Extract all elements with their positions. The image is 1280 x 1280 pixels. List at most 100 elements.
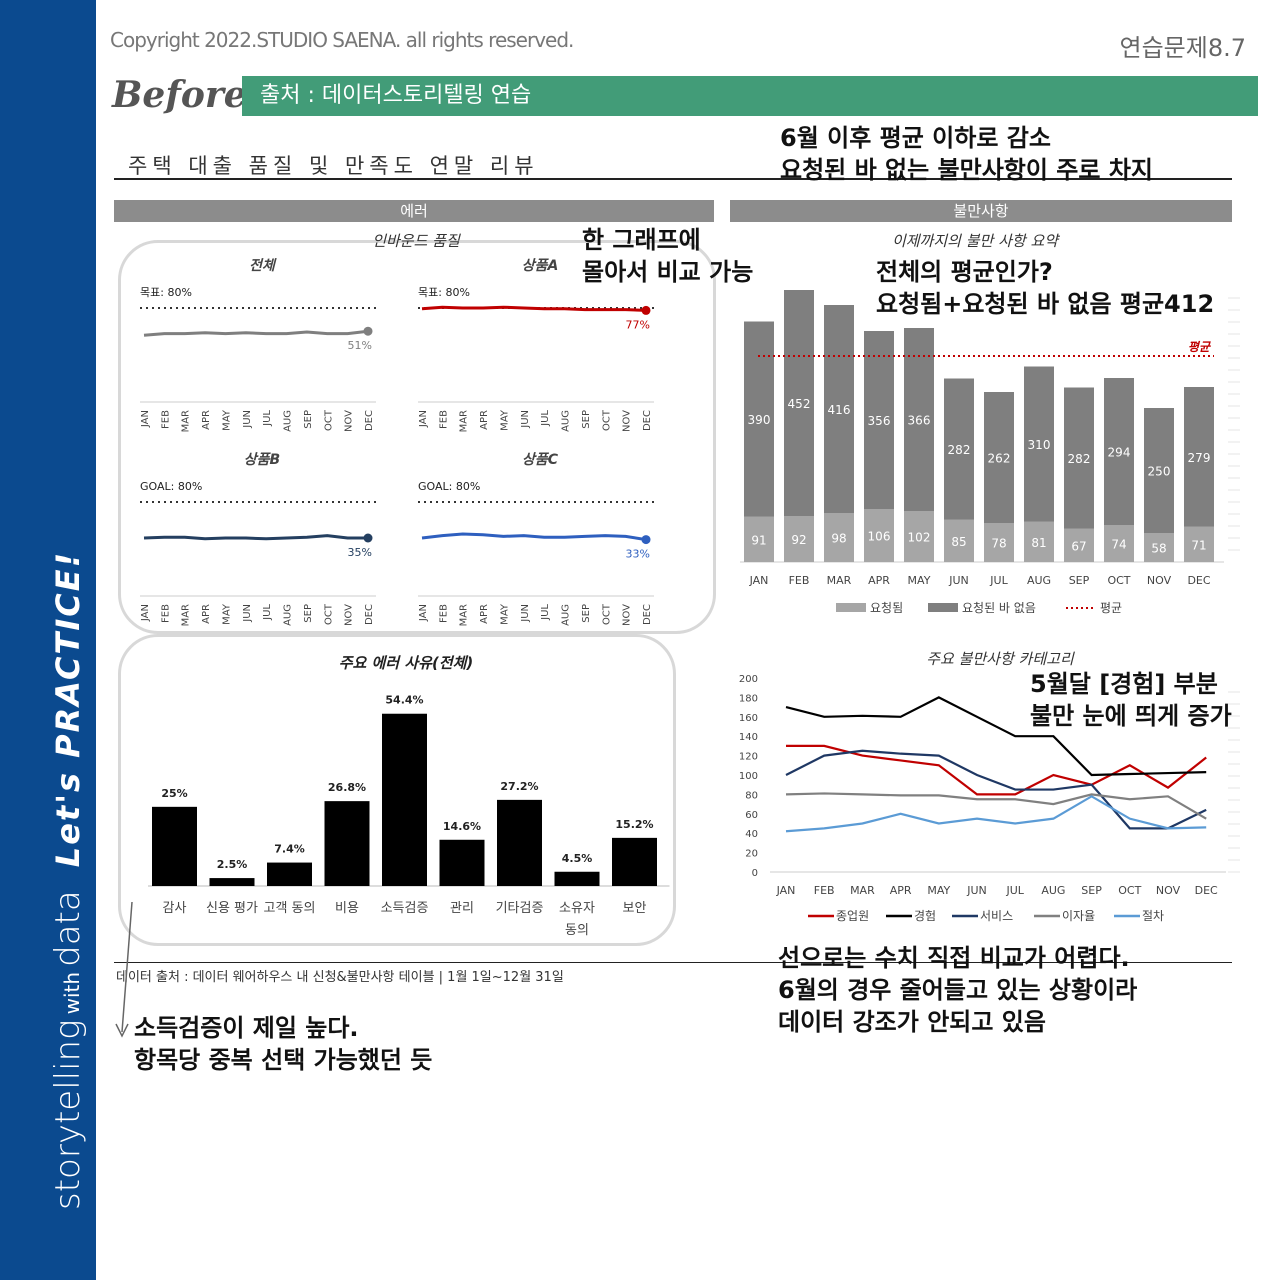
y-tick-label: 0 (752, 868, 758, 879)
x-tick-label: AUG (283, 604, 294, 626)
bar-not-requested (904, 328, 934, 511)
category-chart-title: 주요 불만사항 카테고리 (926, 650, 1075, 668)
series-line (421, 305, 647, 312)
goal-label: GOAL: 80% (140, 480, 202, 493)
legend-label-requested: 요청됨 (870, 601, 903, 615)
x-tick-label: SEP (581, 410, 592, 429)
bar-not-requested-label: 310 (1028, 438, 1051, 452)
error-chart-title: 주요 에러 사유(전체) (339, 654, 474, 672)
x-tick-label: JUL (540, 604, 551, 621)
series-line (143, 329, 369, 337)
x-tick-label: MAY (908, 574, 931, 587)
x-tick-label: SEP (303, 604, 314, 623)
bar-requested (944, 519, 974, 562)
annotation-income: 소득검증이 제일 높다. 항목당 중복 선택 가능했던 듯 (134, 1012, 432, 1076)
footer-divider (114, 962, 1232, 963)
end-value-label: 77% (626, 318, 650, 331)
brand-data: data (48, 890, 88, 967)
x-tick-label: OCT (601, 603, 612, 625)
y-tick-label: 60 (745, 810, 758, 821)
bar-requested (744, 516, 774, 562)
x-tick-label: JUN (948, 574, 969, 587)
x-tick-label: MAY (499, 603, 510, 625)
bar-value-label: 26.8% (328, 781, 366, 794)
annotation-income-line1: 소득검증이 제일 높다. (134, 1014, 359, 1042)
data-source-note: 데이터 출처 : 데이터 웨어하우스 내 신청&불만사항 테이블 | 1월 1일… (116, 970, 564, 985)
panel-title: 상품C (522, 452, 559, 468)
annotation-experience-line1: 5월달 [경험] 부분 (1030, 670, 1218, 698)
stack-chart-title: 이제까지의 불만 사항 요약 (892, 232, 1060, 250)
series-line (785, 792, 1207, 820)
bar-requested (984, 523, 1014, 562)
x-tick-label: JUL (540, 410, 551, 427)
bar-not-requested-label: 279 (1188, 451, 1211, 465)
x-tick-label: FEB (438, 410, 449, 429)
bar-not-requested (944, 378, 974, 520)
bar (612, 837, 657, 886)
end-value-label: 33% (626, 548, 650, 561)
bar-requested (864, 509, 894, 562)
end-point-marker (641, 535, 651, 545)
category-label: 소유자 (559, 901, 595, 916)
x-tick-label: APR (201, 410, 212, 430)
x-tick-label: NOV (622, 410, 633, 432)
x-tick-label: SEP (581, 604, 592, 623)
bar-not-requested-label: 390 (748, 413, 771, 427)
annotation-line-critique-3: 데이터 강조가 안되고 있음 (778, 1008, 1046, 1036)
section-complaints: 불만사항 (730, 200, 1232, 222)
sidebar: storytelling with data Let's PRACTICE! (0, 0, 96, 1280)
x-tick-label: DEC (364, 604, 375, 625)
x-tick-label: DEC (642, 604, 653, 625)
bar-value-label: 15.2% (615, 818, 653, 831)
bar-requested-label: 98 (831, 532, 846, 546)
bar-not-requested-label: 250 (1148, 465, 1171, 479)
category-label: 관리 (450, 901, 474, 916)
y-tick-label: 80 (745, 790, 758, 801)
complaint-category-chart: 주요 불만사항 카테고리 0 20 40 60 80 100 120 140 160 180 200… (739, 650, 1240, 923)
panel-title: 상품B (244, 452, 280, 468)
category-label: 소득검증 (381, 901, 429, 916)
x-tick-label: JAN (418, 410, 429, 428)
title-divider (114, 178, 1232, 180)
category-label: 기타검증 (496, 901, 544, 916)
x-tick-label: APR (479, 410, 490, 430)
bar-not-requested-label: 366 (908, 414, 931, 428)
y-tick-label: 40 (745, 829, 758, 840)
x-tick-label: DEC (1187, 574, 1210, 587)
bar-not-requested-label: 262 (988, 452, 1011, 466)
x-tick-label: DEC (364, 410, 375, 431)
goal-label: 목표: 80% (418, 286, 470, 299)
x-tick-label: JAN (140, 604, 151, 622)
x-tick-label: NOV (344, 604, 355, 626)
x-tick-label: JUL (989, 574, 1008, 587)
x-tick-label: JUN (520, 410, 531, 429)
bar-requested (1064, 528, 1094, 562)
x-tick-label: MAR (459, 604, 470, 626)
bar-value-label: 4.5% (562, 852, 593, 865)
annotation-experience: 5월달 [경험] 부분 불만 눈에 띄게 증가 (1030, 668, 1232, 732)
bar-requested-label: 81 (1031, 536, 1046, 550)
x-tick-label: APR (868, 574, 890, 587)
bar (439, 839, 485, 886)
x-tick-label: MAY (221, 409, 232, 431)
x-tick-label: JAN (776, 884, 796, 897)
bar (209, 878, 255, 886)
series-line (785, 749, 1207, 830)
legend-swatch-requested (836, 603, 866, 612)
before-label: Before (112, 74, 247, 116)
x-tick-label: JAN (140, 410, 151, 428)
error-reasons-chart: 주요 에러 사유(전체) 25% 감사 2.5% 신용 평가 7.4% 고객 동의 26.8… (148, 654, 670, 938)
x-tick-label: JAN (418, 604, 429, 622)
x-tick-label: FEB (814, 884, 835, 897)
exercise-number: 연습문제8.7 (1119, 34, 1247, 62)
x-tick-label: JUL (1005, 884, 1024, 897)
x-tick-label: FEB (160, 604, 171, 623)
x-tick-label: SEP (303, 410, 314, 429)
annotation-trend: 6월 이후 평균 이하로 감소 요청된 바 없는 불만사항이 주로 차지 (780, 122, 1153, 186)
legend-label-average: 평균 (1100, 601, 1122, 615)
x-tick-label: JUL (262, 604, 273, 621)
end-value-label: 35% (348, 546, 372, 559)
bar (554, 871, 600, 886)
bar-not-requested-label: 294 (1108, 446, 1131, 460)
